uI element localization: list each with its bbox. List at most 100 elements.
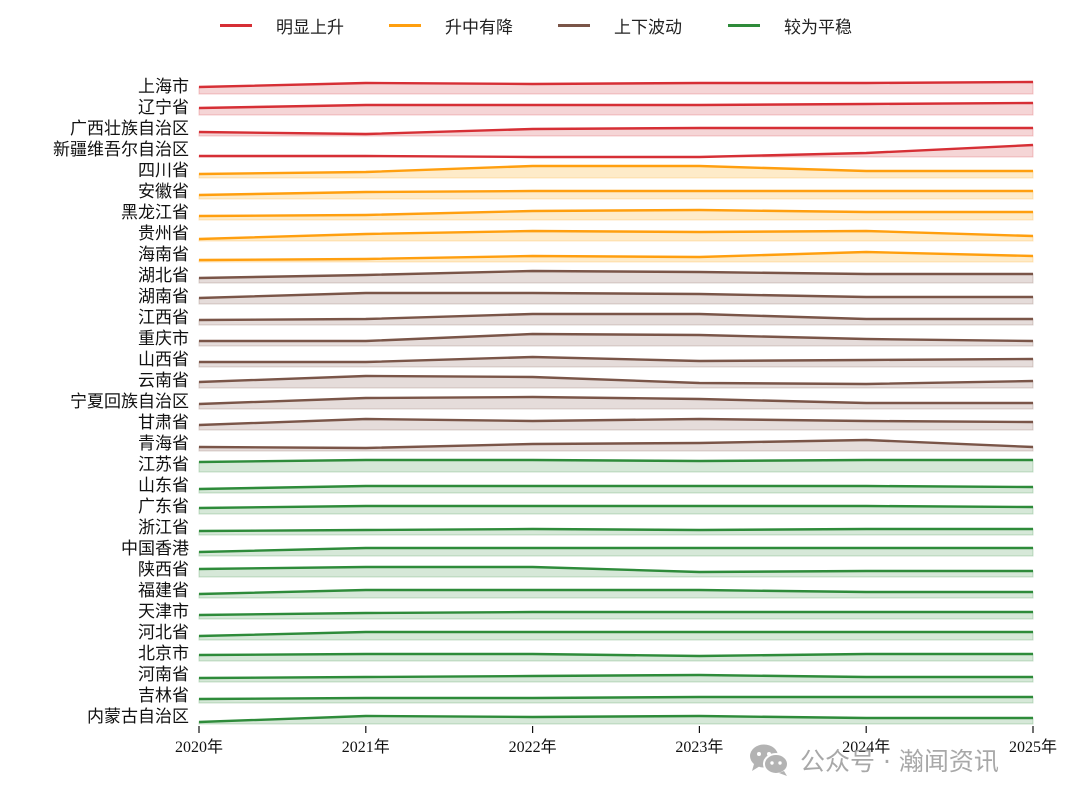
ridge-line [198, 504, 1034, 510]
row-label: 内蒙古自治区 [87, 707, 189, 727]
ridge-line [198, 269, 1033, 280]
ridge-line [198, 695, 1033, 701]
row-label: 中国香港 [121, 539, 189, 559]
x-tick-label: 2020年 [175, 738, 223, 756]
x-tick-label: 2021年 [342, 738, 390, 756]
ridge-row: 海南省 [138, 245, 1034, 265]
ridge-row: 中国香港 [121, 539, 1034, 559]
ridge-row: 四川省 [138, 161, 1034, 181]
row-label: 浙江省 [138, 518, 189, 538]
wechat-icon [748, 742, 792, 778]
ridge-line [198, 610, 1033, 617]
ridge-row: 河南省 [138, 665, 1034, 685]
ridge-row: 陕西省 [138, 560, 1034, 580]
ridge-line [198, 458, 1033, 464]
ridge-area [198, 270, 1034, 284]
x-tick-label: 2023年 [675, 738, 723, 756]
legend-item-fluctuating: 上下波动 [558, 11, 682, 39]
ridge-row: 贵州省 [138, 224, 1034, 244]
ridge-line [198, 565, 1033, 574]
x-tick-label: 2022年 [509, 738, 557, 756]
ridge-area [198, 459, 1034, 473]
row-label: 上海市 [138, 77, 189, 97]
ridge-line [198, 164, 1033, 176]
legend-label: 明显上升 [276, 17, 344, 38]
watermark-text: 公众号 · 瀚闻资讯 [800, 747, 999, 776]
row-label: 新疆维吾尔自治区 [53, 140, 189, 160]
ridge-row: 内蒙古自治区 [87, 707, 1034, 727]
legend-label: 上下波动 [614, 17, 682, 38]
row-label: 河北省 [138, 623, 189, 643]
ridge-row: 浙江省 [138, 518, 1034, 538]
x-tick-label: 2024年 [842, 738, 890, 756]
row-label: 宁夏回族自治区 [70, 392, 189, 412]
ridge-line [198, 546, 1033, 554]
ridge-line [198, 208, 1033, 218]
legend-item-rise-fall: 升中有降 [389, 11, 513, 39]
ridge-row: 山西省 [138, 350, 1034, 370]
ridge-row: 黑龙江省 [121, 203, 1034, 223]
row-label: 甘肃省 [138, 413, 189, 433]
ridge-row: 辽宁省 [138, 98, 1034, 118]
ridge-line [198, 630, 1033, 638]
ridge-row: 北京市 [138, 644, 1034, 664]
ridge-line [198, 250, 1034, 262]
ridge-row: 青海省 [138, 434, 1034, 454]
row-label: 陕西省 [138, 560, 189, 580]
ridge-row: 江苏省 [138, 455, 1034, 475]
ridge-line [198, 527, 1033, 533]
ridge-row: 重庆市 [138, 329, 1034, 349]
ridge-line [198, 189, 1033, 197]
ridge-row: 安徽省 [138, 182, 1034, 202]
legend-swatch-icon [389, 23, 421, 27]
ridge-line [199, 143, 1034, 159]
legend-item-rising: 明显上升 [220, 11, 344, 39]
ridge-row: 湖南省 [138, 287, 1034, 307]
ridge-line [198, 588, 1033, 596]
legend-label: 较为平稳 [784, 17, 852, 38]
ridge-row: 吉林省 [138, 686, 1034, 706]
ridge-row: 新疆维吾尔自治区 [53, 140, 1034, 160]
x-tick-label: 2025年 [1009, 738, 1057, 756]
legend: 明显上升 升中有降 上下波动 较为平稳 [0, 11, 1080, 39]
row-label: 江西省 [138, 308, 189, 328]
ridge-line [198, 484, 1034, 491]
row-label: 海南省 [138, 245, 189, 265]
ridge-line [198, 126, 1033, 136]
ridge-line [199, 355, 1034, 364]
ridge-line [198, 374, 1034, 386]
ridge-row: 广东省 [138, 497, 1034, 517]
ridge-row: 福建省 [138, 581, 1034, 601]
legend-swatch-icon [558, 23, 590, 27]
legend-swatch-icon [220, 23, 252, 27]
row-label: 广西壮族自治区 [70, 119, 189, 139]
row-label: 重庆市 [138, 329, 189, 349]
ridge-line [198, 417, 1034, 427]
ridge-line [198, 714, 1033, 724]
ridge-row: 云南省 [138, 371, 1034, 391]
plot-rows: 上海市辽宁省广西壮族自治区新疆维吾尔自治区四川省安徽省黑龙江省贵州省海南省湖北省… [53, 77, 1034, 727]
row-label: 辽宁省 [138, 98, 189, 118]
ridge-line [198, 673, 1033, 680]
row-label: 吉林省 [138, 686, 189, 706]
ridge-line [198, 652, 1033, 658]
ridge-row: 甘肃省 [138, 413, 1034, 433]
ridge-line [198, 229, 1034, 241]
legend-swatch-icon [728, 23, 760, 27]
ridge-row: 江西省 [138, 308, 1034, 328]
row-label: 河南省 [138, 665, 189, 685]
ridge-row: 山东省 [138, 476, 1034, 496]
row-label: 贵州省 [138, 224, 189, 244]
row-label: 江苏省 [138, 455, 189, 475]
ridge-row: 宁夏回族自治区 [70, 392, 1034, 412]
ridge-line [198, 395, 1033, 406]
legend-item-stable: 较为平稳 [728, 11, 852, 39]
row-label: 四川省 [138, 161, 189, 181]
row-label: 山西省 [138, 350, 189, 370]
row-label: 青海省 [138, 434, 189, 454]
row-label: 云南省 [138, 371, 189, 391]
ridge-row: 广西壮族自治区 [70, 119, 1034, 139]
ridge-line [198, 312, 1033, 322]
row-label: 湖北省 [138, 266, 189, 286]
